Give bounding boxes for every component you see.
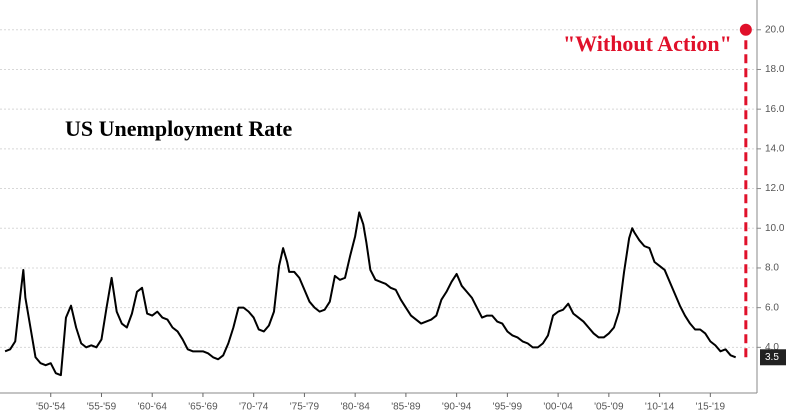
x-tick-label: '75-'79 bbox=[290, 402, 320, 413]
projection-label: "Without Action" bbox=[563, 31, 732, 56]
x-tick-label: '90-'94 bbox=[442, 402, 472, 413]
y-tick-label: 4.0 bbox=[765, 342, 779, 353]
data-line bbox=[4, 211, 737, 377]
chart-title: US Unemployment Rate bbox=[65, 116, 293, 141]
x-tick-label: '60-'64 bbox=[138, 402, 168, 413]
y-tick-label: 10.0 bbox=[765, 223, 785, 234]
last-value-label: 3.5 bbox=[765, 352, 779, 363]
x-tick-label: '15-'19 bbox=[696, 402, 726, 413]
last-value-box bbox=[760, 349, 786, 366]
y-tick-label: 8.0 bbox=[765, 263, 779, 274]
x-tick-label: '95-'99 bbox=[493, 402, 523, 413]
y-tick-label: 6.0 bbox=[765, 302, 779, 313]
x-tick-label: '70-'74 bbox=[239, 402, 269, 413]
x-tick-label: '05-'09 bbox=[594, 402, 624, 413]
x-tick-label: '65-'69 bbox=[188, 402, 218, 413]
x-tick-label: '80-'84 bbox=[340, 402, 370, 413]
x-tick-label: '55-'59 bbox=[87, 402, 117, 413]
y-tick-label: 18.0 bbox=[765, 64, 785, 75]
x-tick-label: '50-'54 bbox=[36, 402, 66, 413]
x-tick-label: '10-'14 bbox=[645, 402, 675, 413]
y-tick-label: 14.0 bbox=[765, 144, 785, 155]
x-tick-label: '85-'89 bbox=[391, 402, 421, 413]
y-tick-label: 12.0 bbox=[765, 183, 785, 194]
y-tick-label: 16.0 bbox=[765, 104, 785, 115]
projection-point bbox=[739, 23, 752, 36]
y-tick-label: 20.0 bbox=[765, 24, 785, 35]
x-tick-label: '00-'04 bbox=[543, 402, 573, 413]
